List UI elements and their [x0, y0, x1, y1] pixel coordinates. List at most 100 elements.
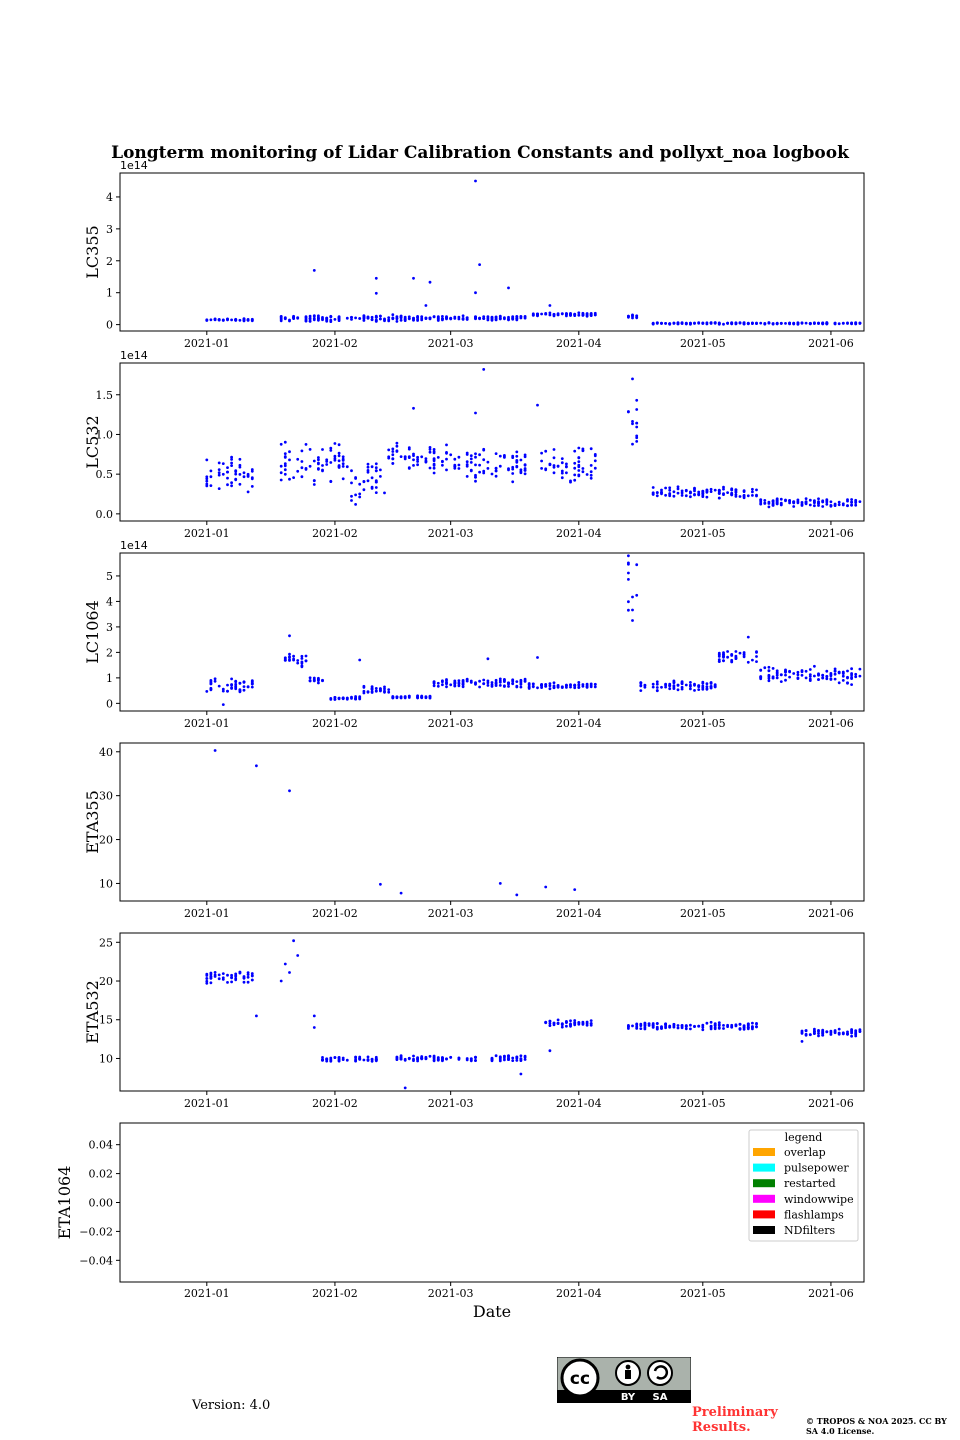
y-axis-label: LC532 [83, 415, 102, 468]
data-point [226, 689, 229, 693]
data-point [341, 455, 345, 459]
data-point [552, 681, 556, 685]
data-point [829, 677, 833, 681]
x-tick-label: 2021-01 [184, 527, 230, 540]
data-point [631, 420, 634, 423]
legend: legend overlap pulsepower restarted windowwi… [748, 1129, 859, 1242]
data-point [213, 679, 217, 683]
data-point [403, 1057, 407, 1061]
data-point [441, 680, 444, 684]
data-point [651, 685, 655, 689]
data-point [635, 440, 639, 443]
data-point [374, 689, 378, 693]
data-point [544, 885, 548, 889]
data-point [217, 473, 221, 477]
data-point [312, 676, 316, 680]
data-point [585, 1020, 589, 1024]
data-point [751, 658, 754, 662]
data-point [577, 313, 581, 317]
panel-eta1064: 2021-01 2021-02 2021-03 2021-04 2021-05 2021-… [55, 1122, 865, 1321]
data-point [717, 490, 721, 494]
data-point [250, 469, 254, 473]
data-point [709, 686, 713, 690]
data-point [428, 450, 432, 454]
data-point [536, 686, 539, 690]
x-tick-label: 2021-03 [428, 717, 474, 730]
data-point [217, 973, 221, 977]
data-point [441, 315, 444, 318]
data-point [238, 690, 242, 694]
data-point [804, 1029, 808, 1033]
data-point [668, 684, 672, 687]
data-point [445, 685, 448, 689]
data-point [478, 263, 481, 266]
data-point [457, 681, 461, 685]
data-point [412, 1059, 415, 1062]
data-point [230, 318, 234, 322]
data-point [560, 461, 564, 465]
data-point [300, 664, 304, 668]
data-point [221, 972, 225, 975]
data-point [548, 1022, 552, 1025]
data-point [498, 1056, 502, 1059]
data-point [358, 482, 362, 486]
data-point [283, 316, 287, 320]
data-point [755, 655, 758, 658]
data-point [370, 691, 374, 694]
data-point [775, 671, 779, 675]
data-point [767, 665, 771, 669]
y-tick-label: 10 [99, 1052, 113, 1065]
data-point [767, 673, 771, 677]
data-point [383, 687, 386, 691]
data-point [416, 458, 419, 461]
data-point [296, 661, 300, 665]
data-point [407, 447, 411, 451]
x-tick-label: 2021-06 [808, 1097, 854, 1110]
data-point [457, 1056, 461, 1060]
data-point [713, 1023, 717, 1027]
data-point [478, 685, 481, 689]
data-point [697, 684, 701, 687]
x-tick-label: 2021-02 [312, 527, 358, 540]
data-point [511, 480, 515, 484]
data-point [312, 1014, 316, 1018]
data-point [469, 457, 473, 461]
data-point [779, 321, 783, 325]
y-tick-label: 4 [106, 191, 113, 204]
data-point [503, 1058, 506, 1062]
data-point [569, 684, 572, 687]
data-point [779, 673, 783, 676]
data-point [573, 461, 577, 465]
data-point [341, 697, 345, 700]
data-point [428, 446, 432, 449]
data-point [676, 1024, 680, 1027]
data-point [498, 1058, 502, 1062]
data-point [639, 1024, 643, 1027]
data-point [631, 619, 634, 622]
data-point [350, 481, 353, 485]
data-point [424, 1057, 428, 1061]
data-point [515, 465, 519, 469]
x-tick-label: 2021-04 [556, 527, 602, 540]
data-point [469, 454, 473, 458]
data-point [465, 464, 469, 468]
data-point [329, 449, 333, 452]
data-point [350, 318, 353, 321]
x-tick-label: 2021-02 [312, 1097, 358, 1110]
data-point [664, 322, 667, 325]
data-point [403, 315, 407, 319]
data-point [242, 688, 246, 692]
data-point [813, 499, 816, 502]
data-point [548, 1049, 552, 1053]
data-point [474, 1059, 477, 1062]
axis-multiplier: 1e14 [120, 349, 148, 362]
y-axis-label: LC355 [83, 225, 102, 278]
data-point [854, 322, 858, 326]
x-tick-label: 2021-01 [184, 337, 230, 350]
data-point [436, 456, 440, 459]
data-point [507, 685, 510, 688]
data-point [350, 697, 353, 700]
data-point [573, 1021, 577, 1024]
data-point [494, 1054, 498, 1058]
data-point [850, 683, 853, 686]
